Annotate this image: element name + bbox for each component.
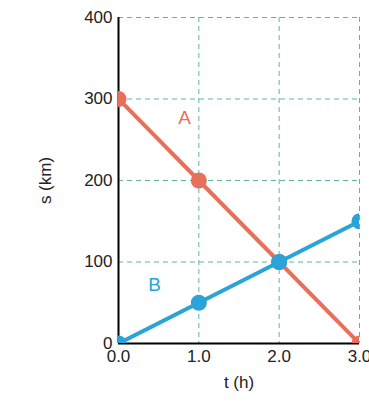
svg-text:400: 400 [84, 8, 112, 27]
svg-text:3.0: 3.0 [348, 347, 369, 366]
svg-text:1.0: 1.0 [187, 347, 211, 366]
svg-text:s (km): s (km) [36, 157, 55, 204]
svg-text:2.0: 2.0 [267, 347, 291, 366]
svg-text:0: 0 [103, 334, 112, 353]
svg-text:200: 200 [84, 171, 112, 190]
svg-text:B: B [148, 274, 161, 295]
svg-text:100: 100 [84, 252, 112, 271]
svg-text:A: A [178, 107, 191, 128]
svg-text:t (h): t (h) [224, 373, 254, 392]
svg-text:300: 300 [84, 89, 112, 108]
svg-text:0.0: 0.0 [106, 346, 131, 366]
